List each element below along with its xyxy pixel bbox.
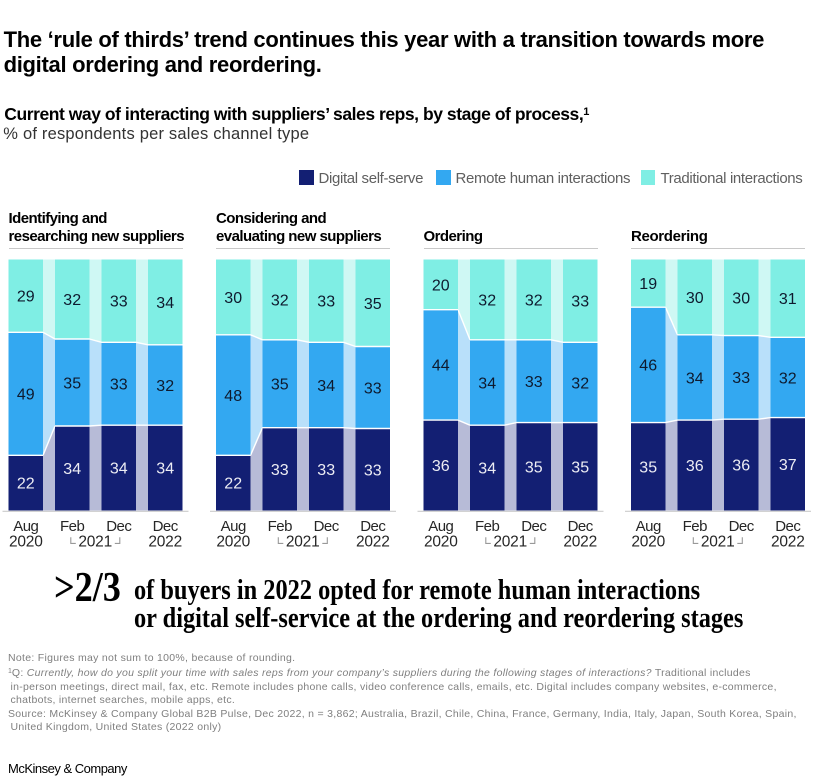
svg-text:Dec: Dec	[568, 518, 594, 535]
svg-text:32: 32	[525, 293, 543, 310]
svg-text:34: 34	[478, 375, 496, 392]
svg-text:2022: 2022	[563, 533, 597, 550]
svg-text:34: 34	[478, 461, 496, 478]
svg-text:33: 33	[110, 377, 128, 394]
svg-text:35: 35	[271, 377, 289, 394]
svg-text:Dec: Dec	[153, 518, 179, 535]
svg-text:2022: 2022	[356, 533, 390, 550]
svg-text:Feb: Feb	[60, 518, 85, 535]
svg-text:2021: 2021	[493, 533, 527, 550]
svg-text:33: 33	[317, 294, 335, 311]
svg-text:2020: 2020	[9, 533, 43, 550]
svg-text:33: 33	[317, 462, 335, 479]
svg-text:Feb: Feb	[475, 518, 500, 535]
svg-text:Aug: Aug	[13, 518, 38, 535]
svg-text:30: 30	[732, 290, 750, 307]
svg-text:Aug: Aug	[428, 518, 453, 535]
svg-text:32: 32	[156, 378, 174, 395]
svg-text:32: 32	[271, 293, 289, 310]
svg-text:33: 33	[525, 374, 543, 391]
svg-text:46: 46	[639, 358, 657, 375]
svg-text:33: 33	[271, 462, 289, 479]
svg-text:35: 35	[63, 375, 81, 392]
svg-text:Dec: Dec	[314, 518, 340, 535]
svg-text:33: 33	[364, 462, 382, 479]
svg-text:30: 30	[224, 290, 242, 307]
svg-text:32: 32	[478, 293, 496, 310]
svg-text:2021: 2021	[286, 533, 320, 550]
svg-text:33: 33	[364, 380, 382, 397]
svg-text:2022: 2022	[771, 533, 805, 550]
svg-text:Feb: Feb	[683, 518, 708, 535]
svg-text:Dec: Dec	[729, 518, 755, 535]
svg-text:34: 34	[110, 461, 128, 478]
svg-text:Feb: Feb	[268, 518, 293, 535]
svg-text:Dec: Dec	[521, 518, 547, 535]
svg-text:20: 20	[432, 277, 450, 294]
svg-text:49: 49	[17, 387, 35, 404]
svg-text:36: 36	[686, 458, 704, 475]
svg-text:19: 19	[639, 276, 657, 293]
svg-text:2020: 2020	[216, 533, 250, 550]
svg-text:35: 35	[571, 459, 589, 476]
svg-text:35: 35	[525, 459, 543, 476]
svg-text:37: 37	[779, 457, 797, 474]
svg-text:33: 33	[110, 294, 128, 311]
svg-text:22: 22	[224, 476, 242, 493]
svg-text:33: 33	[571, 294, 589, 311]
svg-text:34: 34	[156, 295, 174, 312]
svg-text:44: 44	[432, 358, 450, 375]
svg-text:22: 22	[17, 476, 35, 493]
svg-text:31: 31	[779, 291, 797, 308]
svg-text:33: 33	[732, 370, 750, 387]
svg-text:Aug: Aug	[221, 518, 246, 535]
svg-text:2021: 2021	[701, 533, 735, 550]
svg-text:32: 32	[63, 292, 81, 309]
svg-text:36: 36	[432, 458, 450, 475]
svg-text:34: 34	[156, 461, 174, 478]
svg-text:2020: 2020	[631, 533, 665, 550]
svg-text:30: 30	[686, 290, 704, 307]
svg-text:2020: 2020	[424, 533, 458, 550]
svg-text:35: 35	[639, 459, 657, 476]
svg-text:34: 34	[317, 378, 335, 395]
svg-text:Aug: Aug	[636, 518, 661, 535]
svg-text:32: 32	[571, 375, 589, 392]
svg-text:48: 48	[224, 388, 242, 405]
svg-text:29: 29	[17, 289, 35, 306]
svg-text:36: 36	[732, 458, 750, 475]
svg-text:34: 34	[686, 370, 704, 387]
svg-text:2021: 2021	[78, 533, 112, 550]
svg-text:32: 32	[779, 370, 797, 387]
svg-text:34: 34	[63, 461, 81, 478]
svg-text:35: 35	[364, 296, 382, 313]
svg-text:Dec: Dec	[106, 518, 132, 535]
svg-text:Dec: Dec	[775, 518, 801, 535]
svg-text:2022: 2022	[148, 533, 182, 550]
svg-text:Dec: Dec	[360, 518, 386, 535]
